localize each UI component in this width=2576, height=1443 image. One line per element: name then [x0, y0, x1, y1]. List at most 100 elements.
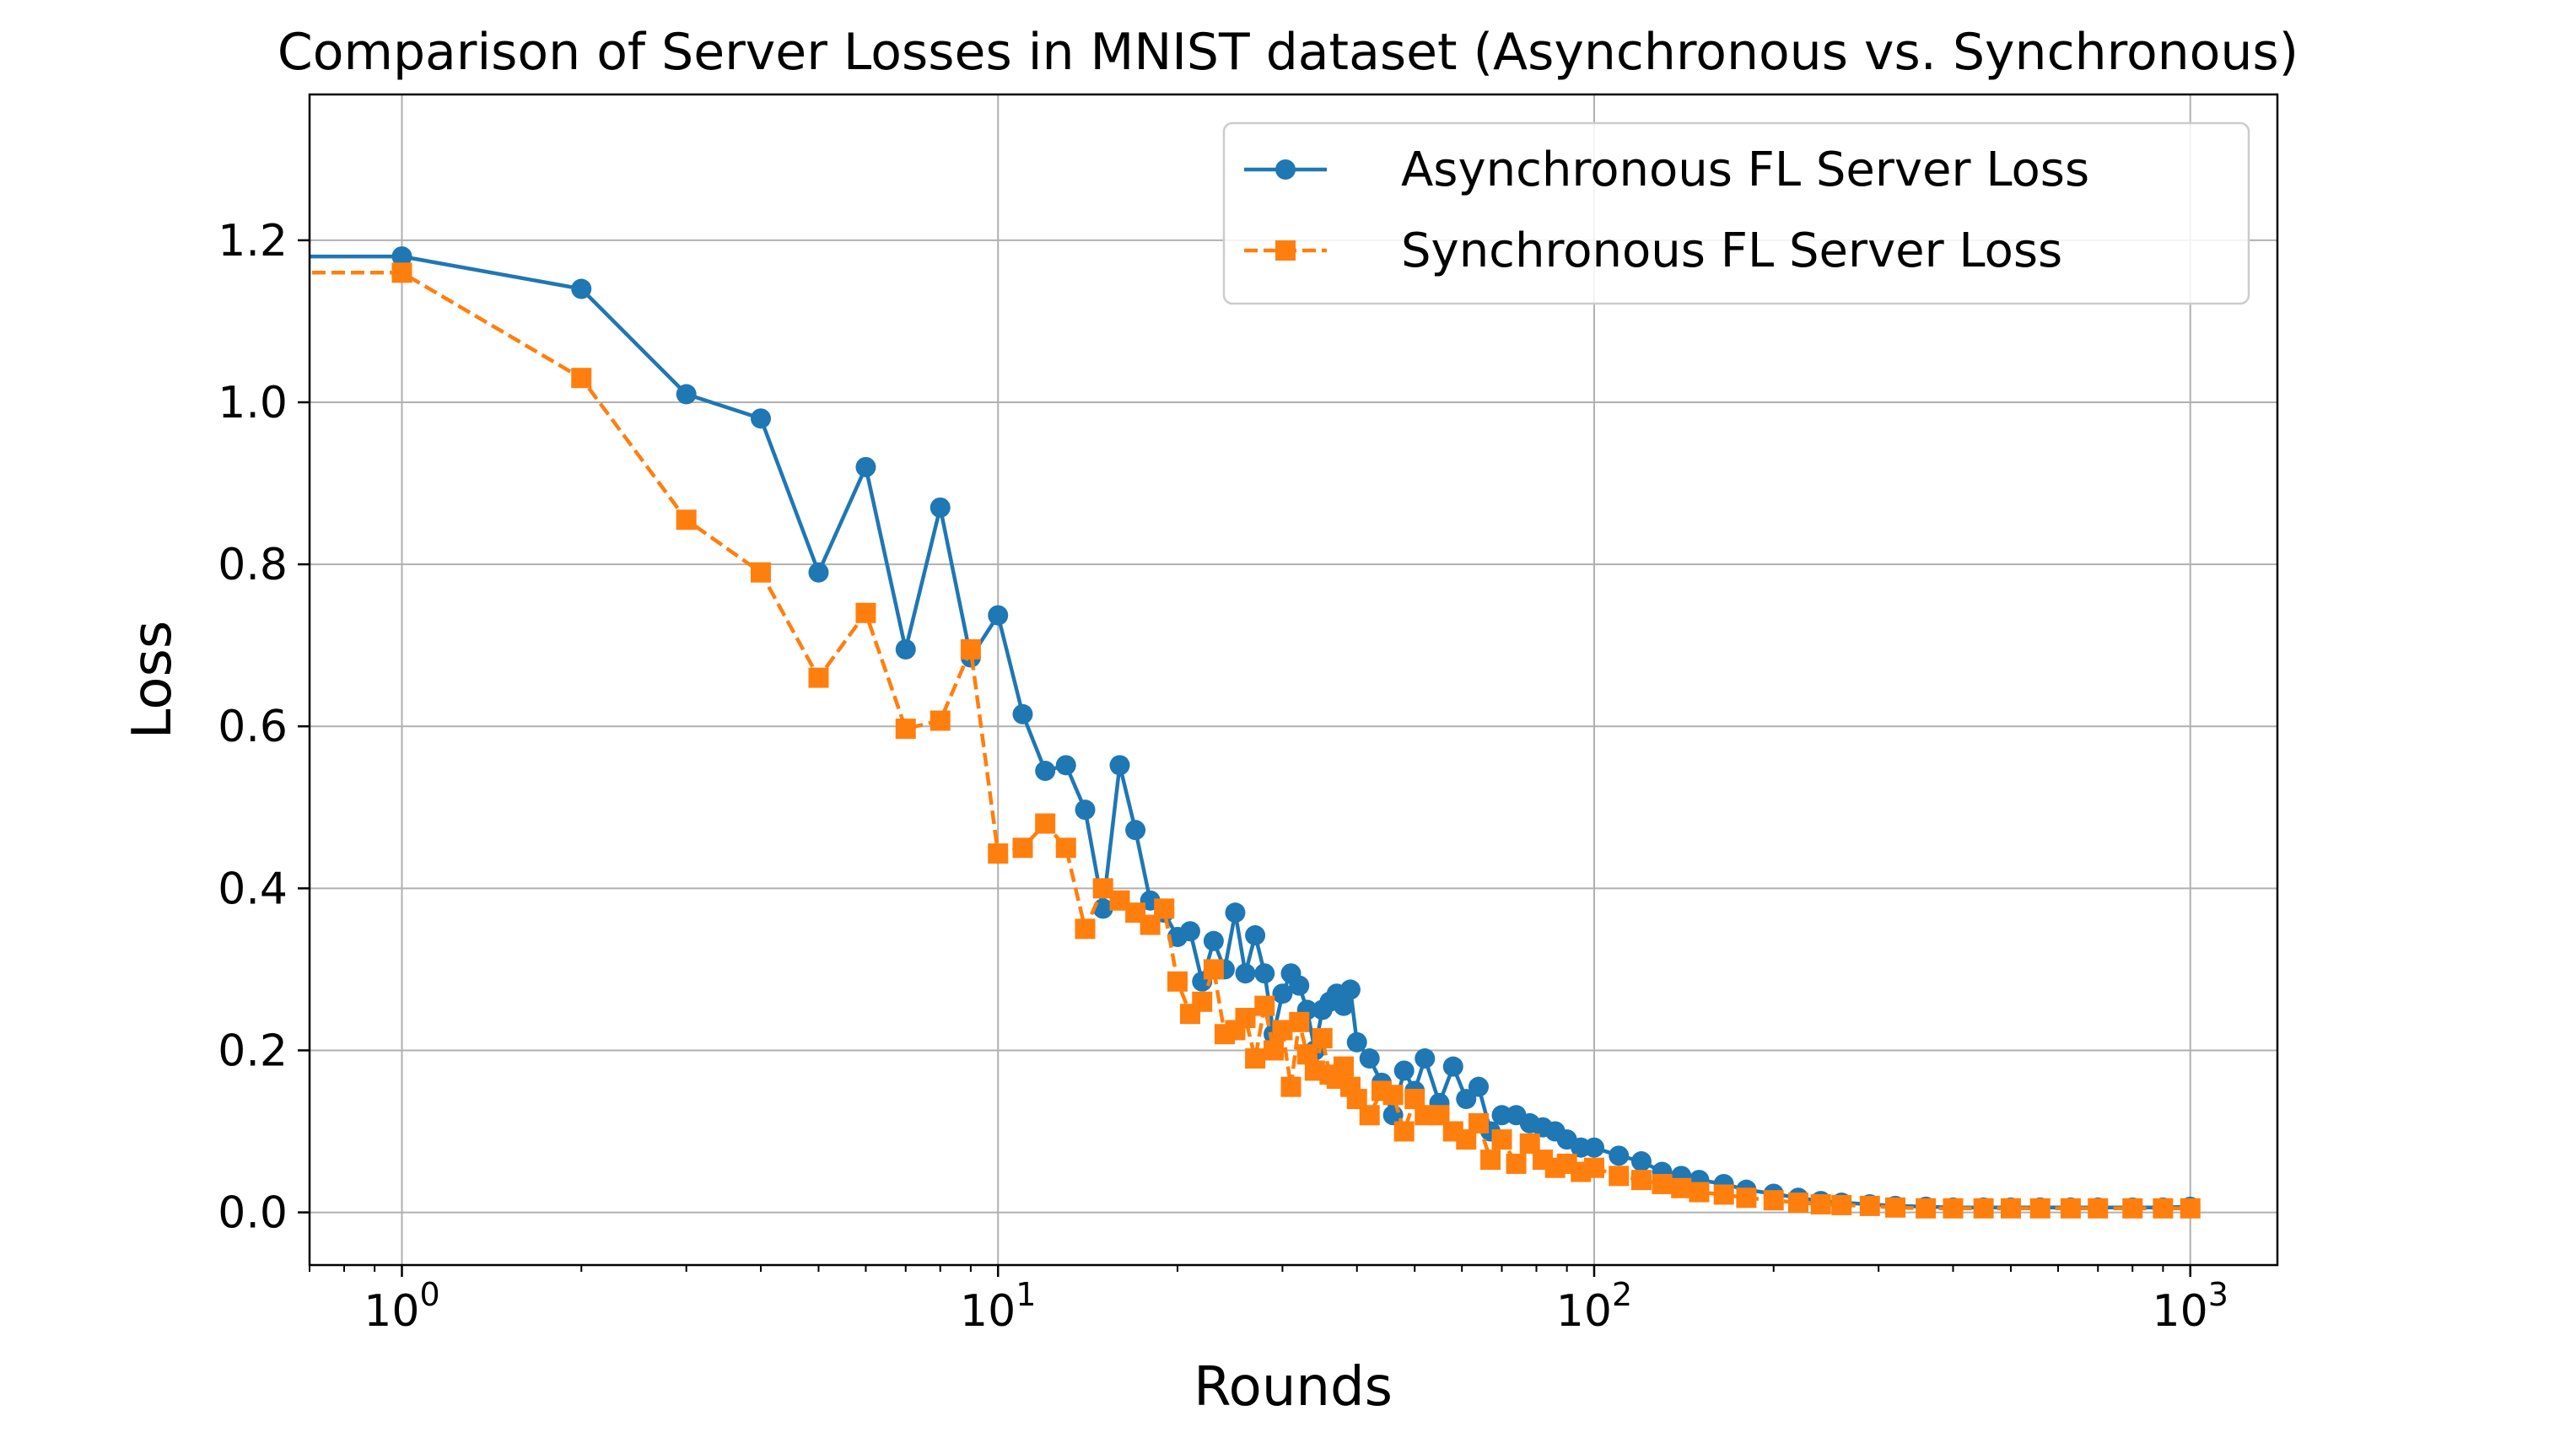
- data-point: [391, 246, 412, 267]
- data-point: [2000, 1198, 2021, 1219]
- data-point: [1075, 800, 1096, 821]
- legend-box: [1222, 121, 2250, 305]
- data-point: [960, 638, 981, 660]
- data-point: [1055, 755, 1076, 776]
- data-point: [1289, 1011, 1310, 1032]
- data-point: [1346, 1031, 1367, 1053]
- data-point: [1289, 975, 1310, 996]
- tick-layer: 100 101 102 103 0.0 0.2 0.4 0.6 0.8 1.0 1.2: [218, 216, 2228, 1337]
- data-point: [1012, 837, 1033, 859]
- legend-label: Asynchronous FL Server Loss: [1401, 143, 2089, 197]
- data-point: [1333, 1056, 1354, 1077]
- data-point: [1382, 1085, 1404, 1106]
- data-point: [1254, 995, 1275, 1016]
- data-point: [571, 368, 592, 389]
- data-point: [1630, 1151, 1652, 1172]
- data-point: [1339, 979, 1361, 1000]
- chart-title: Comparison of Server Losses in MNIST dat…: [278, 23, 2298, 82]
- data-point: [1167, 971, 1188, 992]
- data-point: [1630, 1170, 1652, 1191]
- data-point: [1393, 1121, 1415, 1142]
- data-point: [2088, 1198, 2109, 1219]
- legend-marker: [1275, 240, 1296, 261]
- data-point: [988, 843, 1009, 864]
- legend: Asynchronous FL Server Loss Synchronous F…: [1222, 121, 2250, 305]
- data-point: [1035, 813, 1056, 834]
- data-point: [1480, 1150, 1501, 1171]
- legend-entry: Synchronous FL Server Loss: [1244, 223, 2062, 278]
- data-point: [676, 384, 697, 405]
- data-point: [1468, 1076, 1489, 1097]
- data-point: [1583, 1137, 1604, 1158]
- data-point: [808, 562, 829, 583]
- data-point: [1035, 761, 1056, 782]
- y-axis-label: Loss: [121, 621, 184, 739]
- data-point: [930, 710, 951, 731]
- data-point: [1012, 703, 1033, 724]
- data-point: [1810, 1193, 1831, 1214]
- data-point: [1609, 1166, 1630, 1187]
- series-sync: [310, 262, 2201, 1219]
- x-tick-label: 101: [960, 1276, 1036, 1337]
- data-point: [1154, 898, 1175, 919]
- data-point: [1491, 1105, 1512, 1126]
- x-axis-label: Rounds: [1194, 1356, 1393, 1419]
- data-point: [1203, 930, 1224, 951]
- data-point: [1442, 1056, 1463, 1077]
- data-point: [1916, 1198, 1937, 1219]
- y-tick-label: 1.0: [218, 378, 288, 428]
- data-point: [1943, 1198, 1964, 1219]
- y-tick-label: 0.6: [218, 702, 288, 752]
- y-tick-label: 1.2: [218, 216, 288, 267]
- data-point: [571, 278, 592, 299]
- data-point: [988, 605, 1009, 626]
- data-point: [1055, 837, 1076, 859]
- data-point: [1264, 1040, 1285, 1061]
- legend-label: Synchronous FL Server Loss: [1401, 223, 2062, 278]
- data-point: [2122, 1198, 2143, 1219]
- data-point: [808, 667, 829, 688]
- data-point: [855, 602, 876, 623]
- data-point: [2060, 1198, 2081, 1219]
- data-point: [1609, 1145, 1630, 1166]
- y-tick-label: 0.8: [218, 540, 288, 590]
- data-point: [1713, 1184, 1734, 1205]
- data-point: [1468, 1112, 1489, 1133]
- legend-entry: Asynchronous FL Server Loss: [1244, 143, 2089, 197]
- data-point: [895, 719, 916, 740]
- data-point: [1763, 1190, 1784, 1211]
- data-point: [1235, 1008, 1256, 1029]
- x-tick-label: 102: [1556, 1276, 1632, 1337]
- data-point: [1393, 1060, 1415, 1081]
- data-point: [1456, 1089, 1477, 1110]
- data-point: [750, 408, 771, 429]
- data-point: [1280, 1076, 1301, 1097]
- data-point: [1652, 1173, 1673, 1194]
- data-point: [1225, 902, 1246, 923]
- data-point: [391, 262, 412, 283]
- data-point: [1506, 1153, 1527, 1174]
- data-point: [1736, 1187, 1757, 1209]
- data-point: [1312, 1028, 1333, 1049]
- data-point: [1671, 1177, 1692, 1198]
- data-point: [1192, 991, 1213, 1012]
- data-point: [1203, 959, 1224, 980]
- data-point: [676, 509, 697, 530]
- data-point: [1359, 1105, 1380, 1126]
- data-point: [1109, 755, 1130, 776]
- data-point: [1831, 1194, 1852, 1215]
- data-point: [1333, 995, 1354, 1016]
- data-point: [1973, 1198, 1994, 1219]
- data-point: [1415, 1048, 1436, 1069]
- plot-frame: [308, 93, 2279, 1267]
- data-point: [895, 638, 916, 660]
- data-point: [1859, 1195, 1880, 1216]
- data-point: [1245, 1048, 1266, 1069]
- data-point: [1254, 963, 1275, 984]
- data-point: [1787, 1193, 1808, 1214]
- y-tick-label: 0.0: [218, 1188, 288, 1239]
- data-point: [2153, 1198, 2174, 1219]
- data-point: [1884, 1197, 1905, 1218]
- data-point: [930, 497, 951, 518]
